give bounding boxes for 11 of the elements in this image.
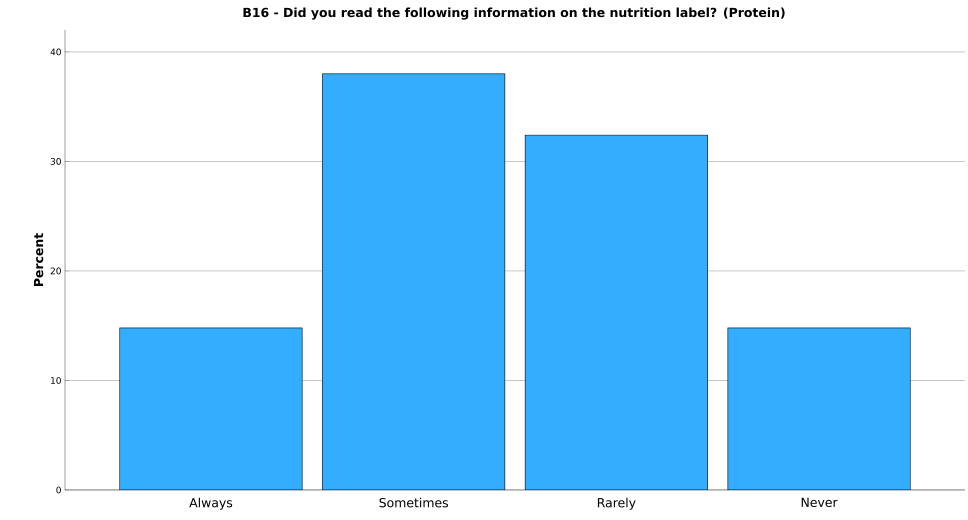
y-tick-label: 20 (50, 268, 61, 274)
x-tick-label: Never (802, 498, 838, 508)
y-axis-title: Percent (34, 233, 44, 286)
x-tick-label: Sometimes (380, 498, 448, 508)
x-tick-label: Rarely (598, 498, 636, 510)
chart-title: B16 - Did you read the following information on the nutrition label? (Protein) (244, 8, 785, 20)
x-tick-label: Always (189, 498, 232, 510)
y-tick-label: 40 (50, 48, 61, 56)
y-tick-label: 10 (51, 377, 61, 384)
y-tick-label: 0 (56, 486, 61, 494)
y-tick-label: 30 (50, 158, 61, 165)
